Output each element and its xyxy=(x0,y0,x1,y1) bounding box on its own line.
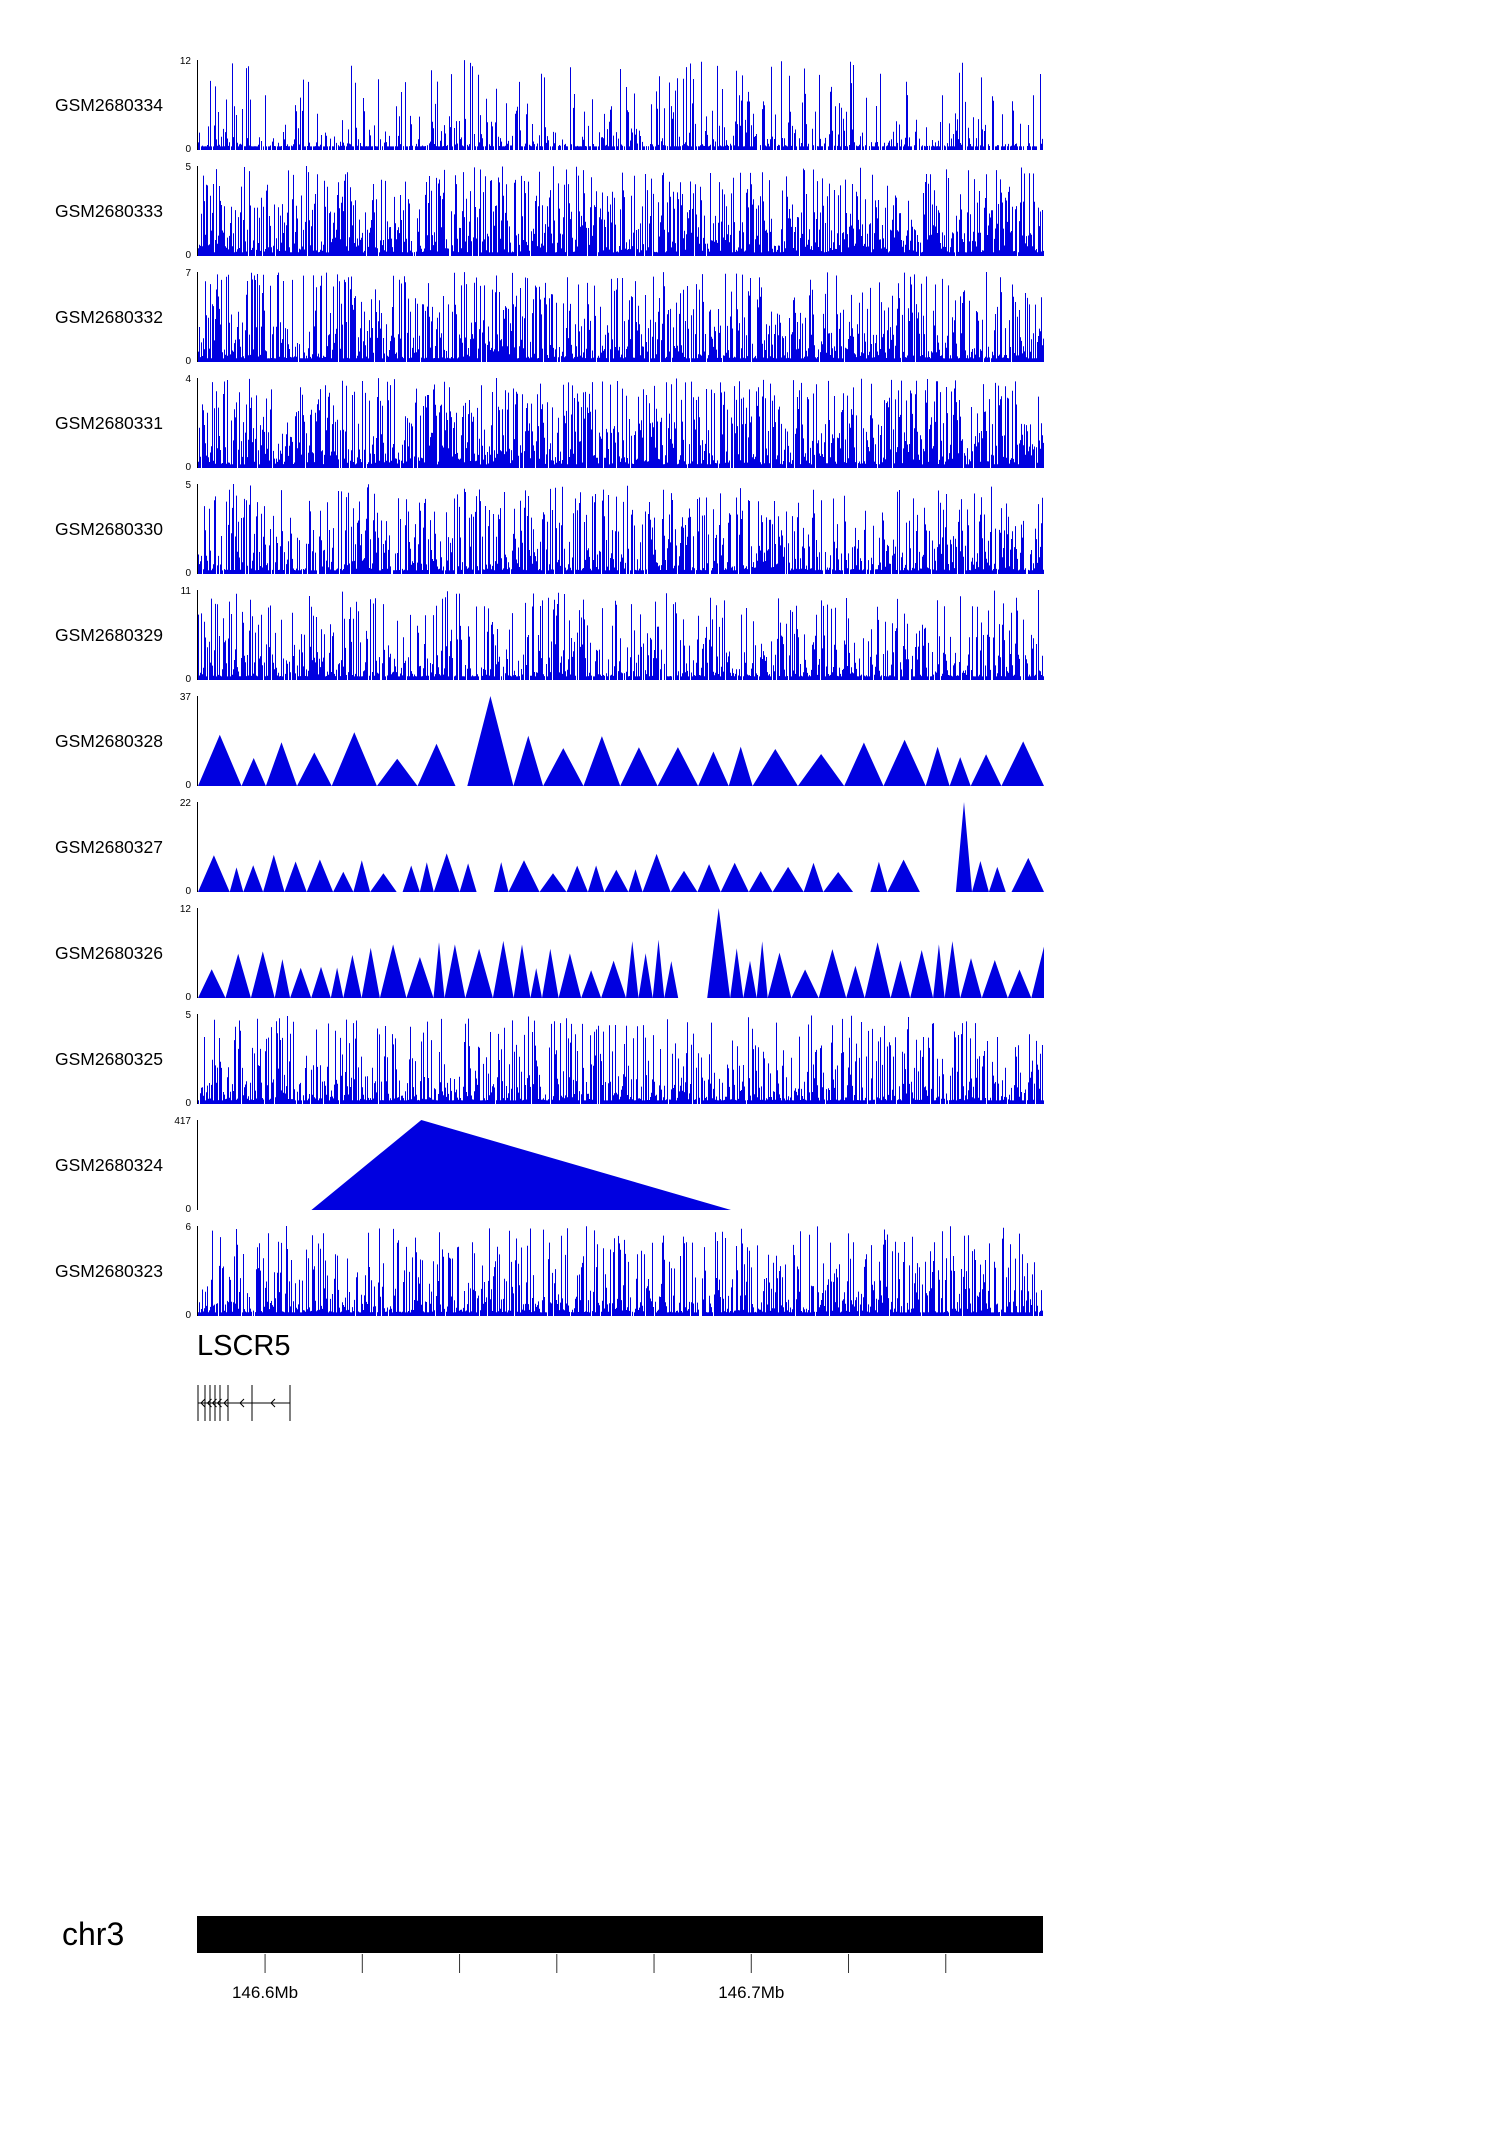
track-ymax-label: 12 xyxy=(179,56,191,67)
strand-arrow-icon xyxy=(206,1398,212,1408)
track-ymin-label: 0 xyxy=(185,1098,191,1109)
track-ymin-label: 0 xyxy=(185,144,191,155)
track-ymax-label: 6 xyxy=(185,1222,191,1233)
track-y-axis: 12 0 xyxy=(160,56,197,155)
track-ymax-label: 11 xyxy=(180,586,191,597)
track-y-axis: 11 0 xyxy=(160,586,197,685)
track-ymin-label: 0 xyxy=(185,1310,191,1321)
track-signal-plot xyxy=(197,802,1044,892)
track-ymax-label: 37 xyxy=(179,692,191,703)
track-signal-plot xyxy=(197,484,1044,574)
chromosome-row: chr3 146.6Mb 146.7Mb xyxy=(0,1916,1500,2016)
track-ymin-label: 0 xyxy=(185,462,191,473)
track-signal-plot xyxy=(197,166,1044,256)
track-ymax-label: 22 xyxy=(179,798,191,809)
track-y-axis: 22 0 xyxy=(160,798,197,897)
track-signal-plot xyxy=(197,696,1044,786)
coverage-tracks: GSM2680334 12 0 GSM2680333 5 0 GSM2680332 7 0 GSM… xyxy=(0,56,1500,1321)
track-label: GSM2680333 xyxy=(55,200,163,221)
track-ymin-label: 0 xyxy=(185,992,191,1003)
strand-arrow-icon xyxy=(223,1398,229,1408)
chromosome-ideogram-axis: 146.6Mb 146.7Mb xyxy=(197,1916,1043,2002)
track-label: GSM2680331 xyxy=(55,412,163,433)
track-row: GSM2680330 5 0 xyxy=(0,480,1500,579)
track-row: GSM2680324 417 0 xyxy=(0,1116,1500,1215)
track-label: GSM2680334 xyxy=(55,94,163,115)
track-row: GSM2680328 37 0 xyxy=(0,692,1500,791)
track-row: GSM2680332 7 0 xyxy=(0,268,1500,367)
track-row: GSM2680326 12 0 xyxy=(0,904,1500,1003)
track-row: GSM2680323 6 0 xyxy=(0,1222,1500,1321)
strand-arrow-icon xyxy=(211,1398,217,1408)
track-ymax-label: 12 xyxy=(179,904,191,915)
track-signal-plot xyxy=(197,60,1043,150)
track-ymin-label: 0 xyxy=(185,674,191,685)
track-signal-plot xyxy=(197,908,1044,998)
track-y-axis: 417 0 xyxy=(160,1116,197,1215)
track-label: GSM2680325 xyxy=(55,1048,163,1069)
track-label: GSM2680330 xyxy=(55,518,163,539)
strand-arrow-icon xyxy=(200,1398,206,1408)
axis-coordinate-label: 146.7Mb xyxy=(718,1983,784,2002)
track-ymin-label: 0 xyxy=(185,250,191,261)
chromosome-name-label: chr3 xyxy=(62,1916,125,1952)
track-label: GSM2680327 xyxy=(55,836,163,857)
track-ymax-label: 5 xyxy=(185,162,191,173)
track-ymax-label: 5 xyxy=(185,1010,191,1021)
gene-model-glyph xyxy=(197,1385,291,1421)
track-ymax-label: 417 xyxy=(174,1116,191,1127)
track-signal-plot xyxy=(197,272,1044,362)
track-signal-plot xyxy=(197,1120,731,1210)
track-label: GSM2680326 xyxy=(55,942,163,963)
strand-arrow-icon xyxy=(270,1398,276,1408)
strand-arrow-icon xyxy=(216,1398,222,1408)
track-row: GSM2680329 11 0 xyxy=(0,586,1500,685)
track-label: GSM2680328 xyxy=(55,730,163,751)
track-ymin-label: 0 xyxy=(185,780,191,791)
track-signal-plot xyxy=(197,1226,1043,1316)
chromosome-bar xyxy=(197,1916,1043,1953)
track-signal-plot xyxy=(197,378,1044,468)
track-ymax-label: 4 xyxy=(185,374,191,385)
track-row: GSM2680333 5 0 xyxy=(0,162,1500,261)
track-y-axis: 37 0 xyxy=(160,692,197,791)
track-ymax-label: 5 xyxy=(185,480,191,491)
track-row: GSM2680334 12 0 xyxy=(0,56,1500,155)
track-row: GSM2680331 4 0 xyxy=(0,374,1500,473)
track-ymin-label: 0 xyxy=(185,356,191,367)
track-ymax-label: 7 xyxy=(185,268,191,279)
axis-coordinate-label: 146.6Mb xyxy=(232,1983,298,2002)
strand-arrow-icon xyxy=(239,1398,245,1408)
track-ymin-label: 0 xyxy=(185,886,191,897)
gene-name-label: LSCR5 xyxy=(197,1330,291,1362)
track-y-axis: 12 0 xyxy=(160,904,197,1003)
gene-annotation-track: LSCR5 xyxy=(197,1332,1500,1431)
track-row: GSM2680327 22 0 xyxy=(0,798,1500,897)
track-signal-plot xyxy=(197,1014,1044,1104)
track-label: GSM2680332 xyxy=(55,306,163,327)
track-label: GSM2680323 xyxy=(55,1260,163,1281)
track-ymin-label: 0 xyxy=(185,1204,191,1215)
track-label: GSM2680329 xyxy=(55,624,163,645)
track-signal-plot xyxy=(197,590,1044,680)
track-ymin-label: 0 xyxy=(185,568,191,579)
track-label: GSM2680324 xyxy=(55,1154,163,1175)
track-row: GSM2680325 5 0 xyxy=(0,1010,1500,1109)
